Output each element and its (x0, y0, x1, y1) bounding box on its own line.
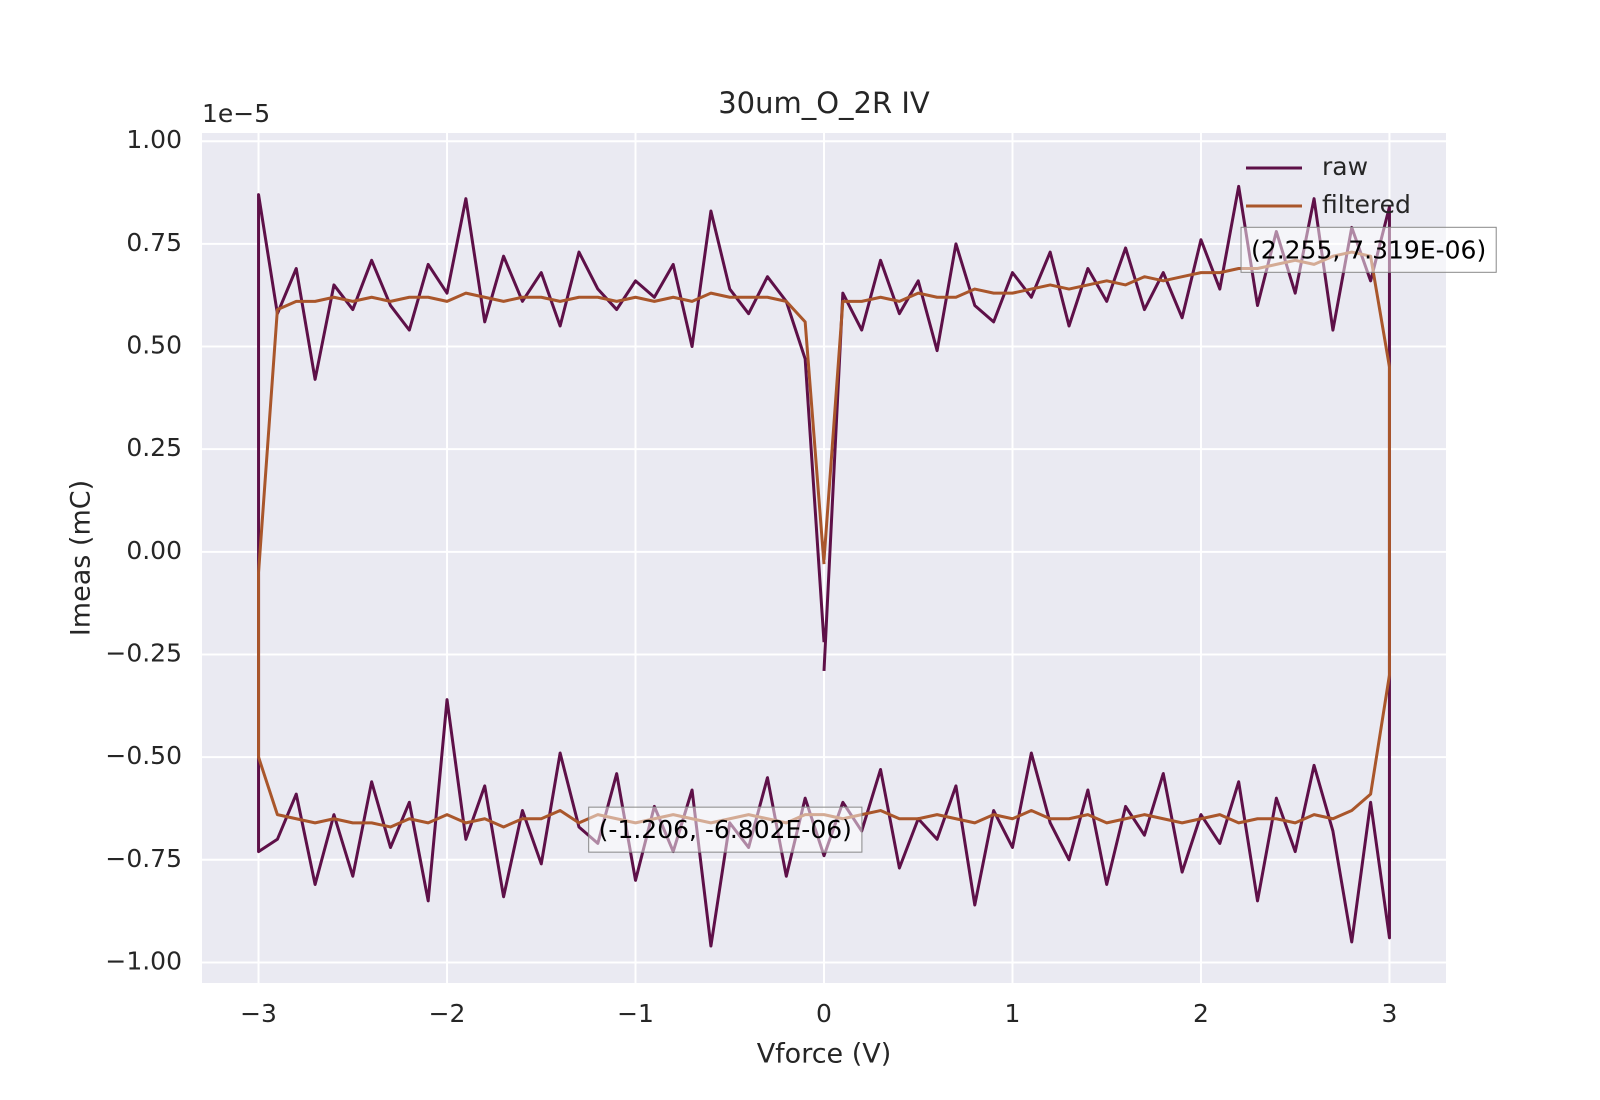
annotation: (2.255, 7.319E-06) (1240, 226, 1497, 273)
x-tick-label: 1 (1005, 999, 1021, 1028)
y-axis-label: Imeas (mC) (66, 480, 97, 636)
annotation-box (1240, 226, 1497, 273)
x-tick-label: −1 (617, 999, 654, 1028)
y-tick-label: 0.00 (126, 536, 182, 565)
legend-label: raw (1322, 152, 1368, 181)
series-line (257, 184, 1391, 948)
y-tick-label: 0.75 (126, 228, 182, 257)
y-tick-label: −0.25 (105, 638, 182, 667)
annotation-label: (-1.206, -6.802E-06) (599, 815, 852, 844)
annotation-box (588, 806, 863, 853)
y-tick-label: −0.75 (105, 844, 182, 873)
y-tick-label: 0.25 (126, 433, 182, 462)
x-tick-label: 0 (816, 999, 832, 1028)
annotation: (-1.206, -6.802E-06) (588, 806, 863, 853)
legend-label: filtered (1322, 190, 1411, 219)
y-offset-label: 1e−5 (202, 99, 270, 128)
y-tick-label: 1.00 (126, 125, 182, 154)
x-tick-label: −3 (240, 999, 277, 1028)
x-axis-label: Vforce (V) (757, 1039, 892, 1070)
annotation-label: (2.255, 7.319E-06) (1251, 235, 1486, 264)
chart-title: 30um_O_2R IV (718, 86, 930, 120)
x-tick-label: −2 (429, 999, 466, 1028)
y-tick-label: −0.50 (105, 741, 182, 770)
y-tick-label: 0.50 (126, 331, 182, 360)
y-tick-label: −1.00 (105, 946, 182, 975)
x-tick-label: 3 (1382, 999, 1398, 1028)
x-tick-label: 2 (1193, 999, 1209, 1028)
